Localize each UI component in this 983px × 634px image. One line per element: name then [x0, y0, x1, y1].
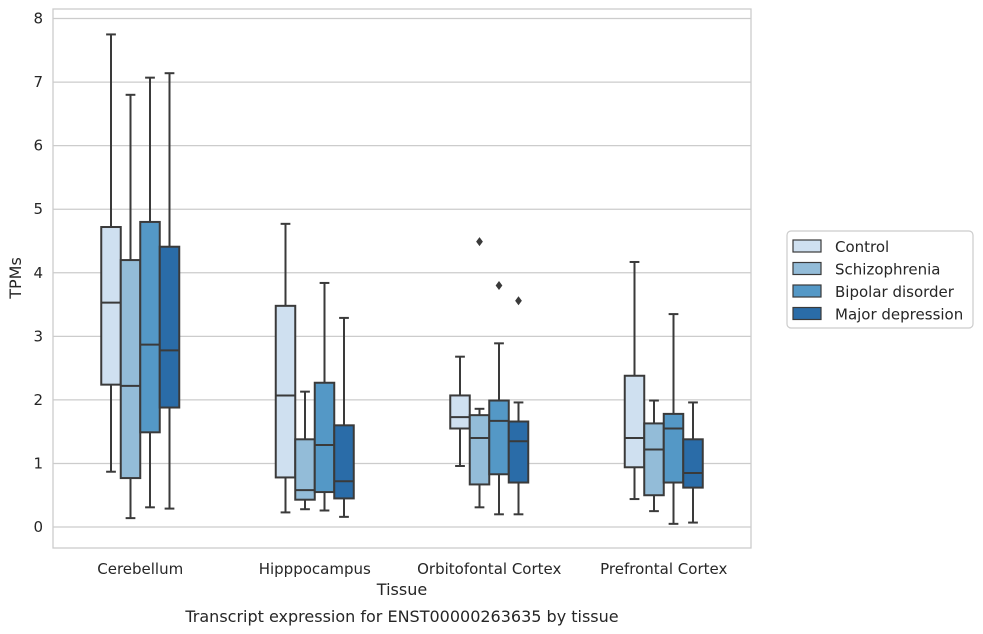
box-body	[468, 414, 491, 486]
box-major-depression	[333, 316, 355, 518]
box-body	[313, 381, 336, 494]
legend-swatch	[792, 284, 822, 298]
box-bipolar-disorder	[488, 280, 510, 516]
box-control	[623, 260, 646, 501]
legend-swatch	[792, 239, 822, 253]
y-axis-title: TPMs	[6, 257, 25, 300]
y-tick-label: 2	[33, 391, 43, 409]
y-tick-label: 3	[33, 327, 43, 345]
x-tick-label: Hipppocampus	[259, 560, 371, 578]
box-body	[449, 394, 471, 430]
y-tick-label: 8	[33, 10, 43, 28]
box-body	[623, 374, 646, 469]
box-series	[100, 33, 704, 525]
box-body	[100, 226, 122, 386]
plot-frame	[52, 8, 752, 549]
x-tick-label: Prefrontal Cortex	[600, 560, 727, 578]
box-body	[119, 259, 142, 480]
legend-label: Control	[835, 238, 889, 256]
legend-label: Bipolar disorder	[835, 283, 955, 301]
box-major-depression	[507, 296, 530, 516]
x-axis-title: Tissue	[376, 580, 427, 599]
y-tick-label: 6	[33, 137, 43, 155]
box-body	[488, 399, 510, 476]
box-body	[158, 245, 181, 409]
box-control	[274, 222, 297, 514]
box-schizophrenia	[119, 93, 142, 520]
x-tick-label: Cerebellum	[97, 560, 183, 578]
legend: Control Schizophrenia Bipolar disorder Majo…	[786, 230, 974, 329]
y-tick-label: 4	[33, 264, 43, 282]
legend-swatch	[792, 306, 822, 321]
y-tick-label: 5	[33, 200, 43, 218]
outlier-point	[515, 296, 522, 306]
outlier-point	[495, 280, 503, 290]
box-body	[682, 438, 704, 489]
outlier-point	[476, 237, 483, 247]
y-tick-label: 1	[33, 454, 43, 472]
x-tick-labels: Cerebellum Hipppocampus Orbitofontal Corte…	[97, 560, 727, 578]
legend-label: Schizophrenia	[835, 261, 940, 279]
box-body	[662, 412, 685, 484]
box-schizophrenia	[643, 399, 665, 513]
box-body	[139, 220, 161, 434]
box-control	[449, 355, 471, 468]
box-body	[507, 420, 530, 484]
x-tick-label: Orbitofontal Cortex	[417, 560, 561, 578]
box-major-depression	[682, 401, 704, 524]
box-body	[274, 304, 297, 479]
y-tick-label: 0	[33, 518, 43, 536]
y-tick-labels: 0 1 2 3 4 5 6 7 8	[33, 10, 43, 536]
box-body	[333, 424, 355, 500]
chart-caption: Transcript expression for ENST0000026363…	[184, 607, 618, 626]
box-major-depression	[158, 72, 181, 510]
box-body	[643, 422, 665, 497]
legend-frame	[786, 230, 974, 329]
legend-swatch	[792, 261, 822, 276]
legend-label: Major depression	[835, 306, 963, 324]
y-tick-label: 7	[33, 73, 43, 91]
